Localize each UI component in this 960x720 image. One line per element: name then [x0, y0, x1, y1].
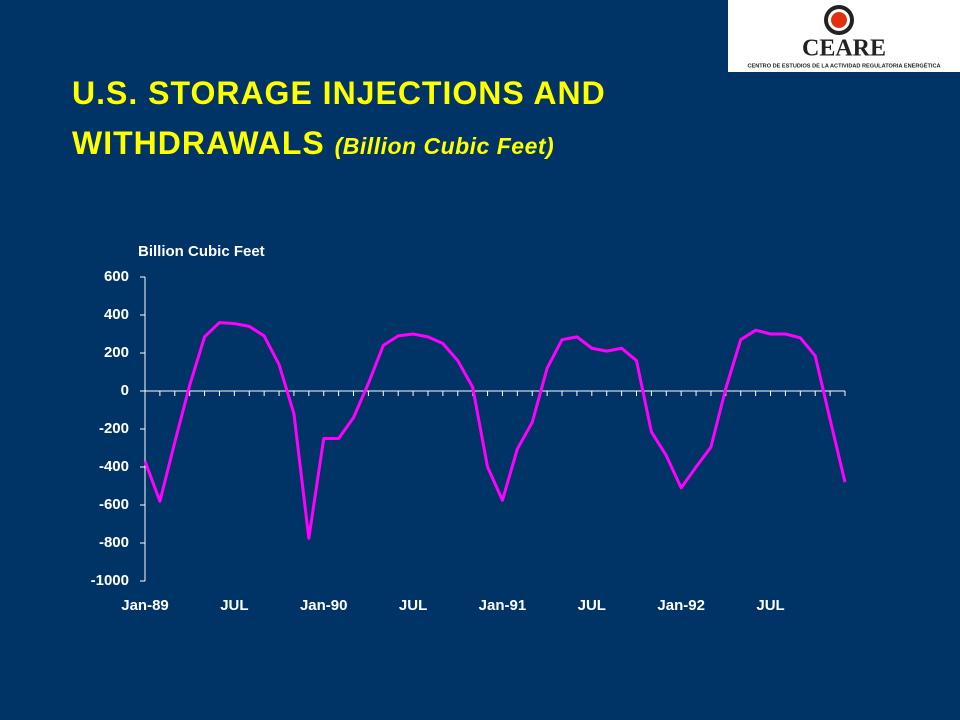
logo-core	[831, 12, 847, 28]
x-tick-label: Jan-89	[121, 597, 169, 614]
x-tick-label: JUL	[399, 597, 427, 614]
y-tick-label: 0	[121, 382, 129, 399]
y-tick-label: -1000	[91, 572, 129, 589]
logo-caption: CENTRO DE ESTUDIOS DE LA ACTIVIDAD REGUL…	[747, 61, 940, 69]
y-tick-label: 400	[104, 306, 129, 323]
y-tick-label: -600	[99, 496, 129, 513]
title-text: U.S. STORAGE INJECTIONS AND WITHDRAWALS	[72, 75, 606, 161]
y-tick-label: -200	[99, 420, 129, 437]
y-tick-label: 200	[104, 344, 129, 361]
x-tick-label: Jan-90	[300, 597, 348, 614]
x-tick-label: Jan-92	[657, 597, 705, 614]
x-tick-label: JUL	[578, 597, 606, 614]
y-axis-label: Billion Cubic Feet	[138, 243, 265, 260]
x-tick-label: Jan-91	[479, 597, 527, 614]
logo-art: CEARE CENTRO DE ESTUDIOS DE LA ACTIVIDAD…	[747, 5, 941, 69]
title: U.S. STORAGE INJECTIONS AND WITHDRAWALS …	[72, 68, 752, 171]
x-tick-label: JUL	[220, 597, 248, 614]
y-tick-label: 600	[104, 268, 129, 285]
y-tick-label: -800	[99, 534, 129, 551]
logo-name: CEARE	[802, 36, 886, 62]
y-tick-label: -400	[99, 458, 129, 475]
x-tick-label: JUL	[756, 597, 784, 614]
subtitle: (Billion Cubic Feet)	[334, 133, 555, 159]
data-line	[143, 321, 847, 540]
logo: CEARE CENTRO DE ESTUDIOS DE LA ACTIVIDAD…	[728, 0, 960, 72]
